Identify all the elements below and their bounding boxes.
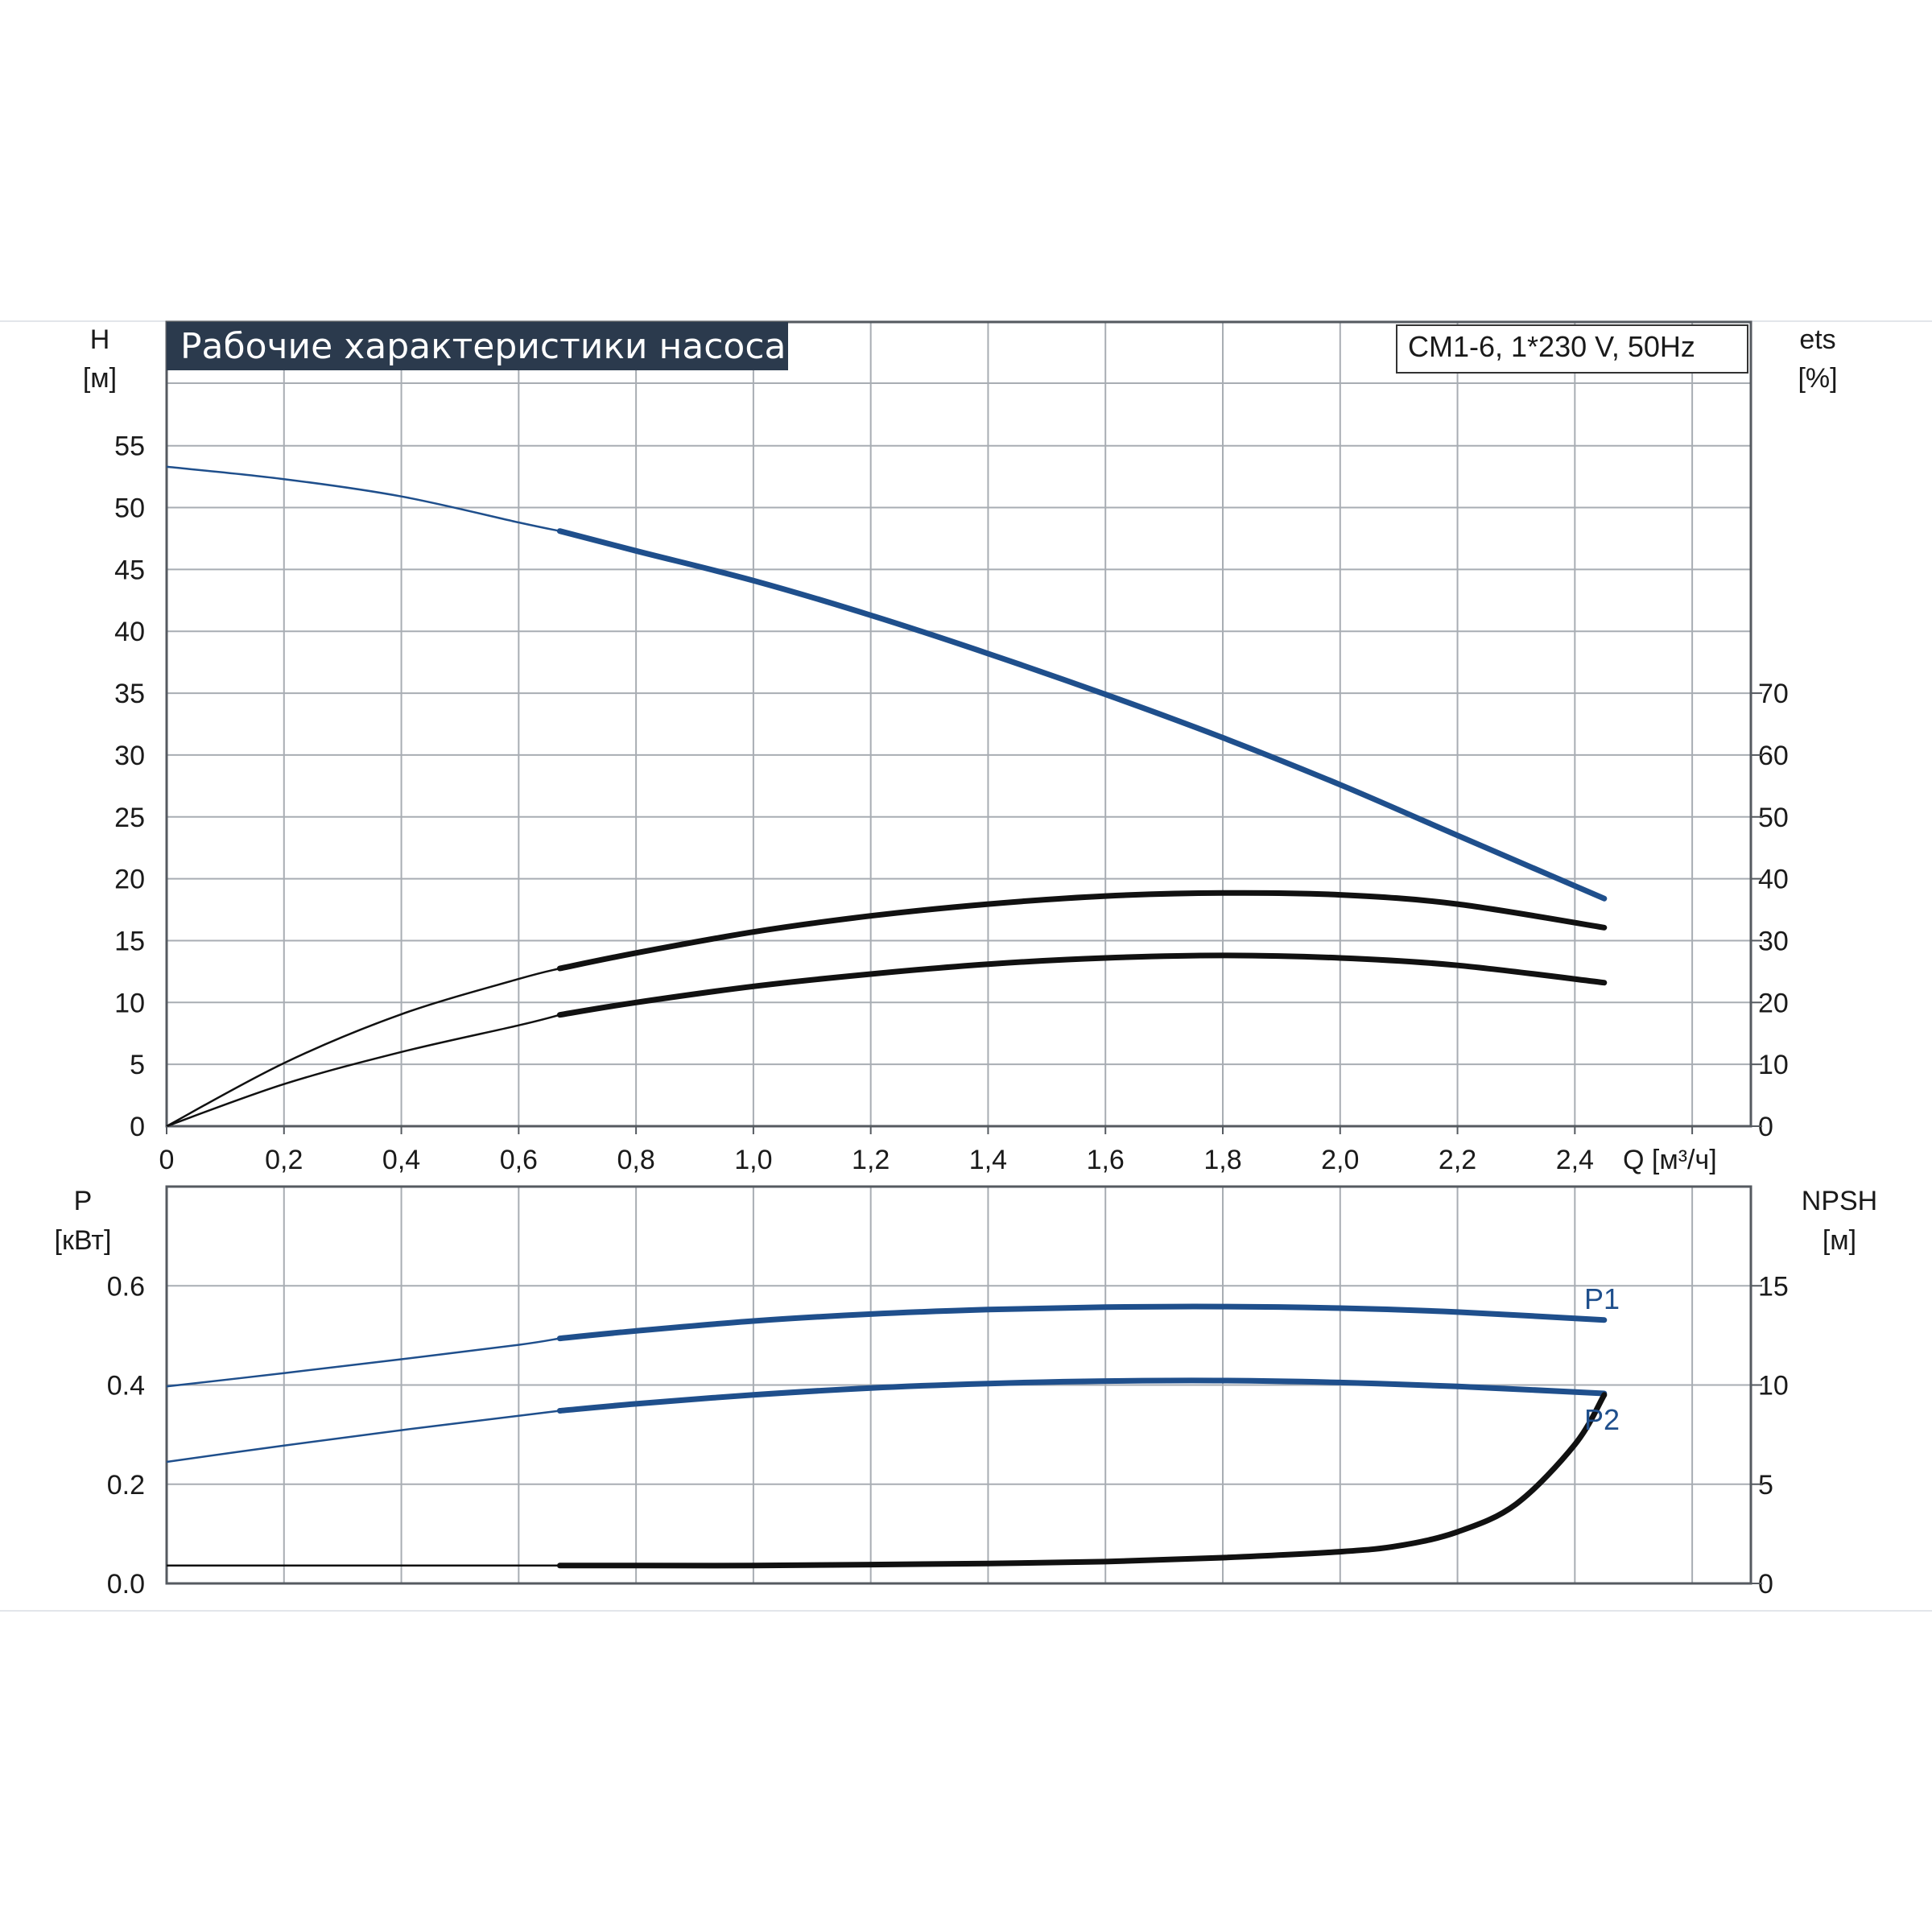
npsh-tick-label: 0 bbox=[1758, 1569, 1773, 1600]
eta-tick-label: 10 bbox=[1758, 1050, 1789, 1080]
eta-tick-label: 50 bbox=[1758, 803, 1789, 833]
head-tick-label: 20 bbox=[114, 865, 145, 895]
npsh-tick-label: 10 bbox=[1758, 1371, 1789, 1402]
head-axis-title: H bbox=[90, 324, 110, 355]
eta-tick-label: 70 bbox=[1758, 679, 1789, 709]
bottom-panel-series bbox=[166, 1303, 1608, 1569]
flow-tick-label: 1,2 bbox=[852, 1145, 890, 1175]
p2-curve-thin bbox=[166, 1410, 560, 1463]
head-tick-label: 10 bbox=[114, 988, 145, 1018]
flow-tick-label: 1,4 bbox=[969, 1145, 1007, 1175]
flow-tick-label: 2,4 bbox=[1556, 1145, 1594, 1175]
p2-curve bbox=[556, 1377, 1608, 1414]
eta-lower-curve bbox=[556, 952, 1608, 1018]
power-axis-unit: [кВт] bbox=[55, 1225, 112, 1256]
flow-tick-label: 1,0 bbox=[734, 1145, 772, 1175]
flow-tick-label: 2,2 bbox=[1439, 1145, 1476, 1175]
eta-tick-label: 0 bbox=[1758, 1112, 1773, 1142]
top-panel-grid bbox=[167, 322, 1751, 1126]
power-tick-label: 0.6 bbox=[107, 1271, 145, 1302]
flow-tick-label: 2,0 bbox=[1321, 1145, 1359, 1175]
head-tick-label: 25 bbox=[114, 803, 145, 833]
p1-series-label: P1 bbox=[1584, 1282, 1620, 1315]
eta-tick-label: 30 bbox=[1758, 926, 1789, 956]
head-tick-label: 45 bbox=[114, 555, 145, 585]
power-tick-label: 0.2 bbox=[107, 1470, 145, 1501]
npsh-tick-label: 15 bbox=[1758, 1271, 1789, 1302]
bottom-panel-grid bbox=[167, 1187, 1751, 1583]
flow-tick-label: 0,2 bbox=[265, 1145, 303, 1175]
top-panel-series bbox=[166, 465, 1608, 1128]
head-curve-thin bbox=[166, 465, 560, 532]
npsh-tick-label: 5 bbox=[1758, 1470, 1773, 1501]
eta-tick-label: 20 bbox=[1758, 988, 1789, 1018]
p2-series-label: P2 bbox=[1584, 1403, 1620, 1436]
flow-tick-label: 1,8 bbox=[1203, 1145, 1241, 1175]
head-tick-label: 50 bbox=[114, 493, 145, 524]
chart-title-box bbox=[167, 322, 788, 370]
npsh-axis-title: NPSH bbox=[1802, 1186, 1877, 1216]
eta-axis-unit: [%] bbox=[1798, 363, 1837, 394]
p1-curve-thin bbox=[166, 1337, 560, 1388]
model-label: CM1-6, 1*230 V, 50Hz bbox=[1408, 330, 1695, 363]
head-tick-label: 30 bbox=[114, 741, 145, 771]
head-tick-label: 0 bbox=[130, 1112, 145, 1142]
flow-tick-label: 0,6 bbox=[500, 1145, 538, 1175]
npsh-axis-unit: [м] bbox=[1823, 1225, 1856, 1256]
eta-tick-label: 60 bbox=[1758, 741, 1789, 771]
eta-upper-curve bbox=[556, 890, 1608, 972]
head-tick-label: 35 bbox=[114, 679, 145, 709]
head-axis-unit: [м] bbox=[83, 363, 117, 394]
head-tick-label: 15 bbox=[114, 926, 145, 956]
power-tick-label: 0.0 bbox=[107, 1569, 145, 1600]
eta-axis-title: ets bbox=[1799, 324, 1835, 355]
flow-axis-title: Q [м³/ч] bbox=[1623, 1145, 1717, 1175]
head-tick-label: 40 bbox=[114, 617, 145, 647]
head-curve bbox=[556, 528, 1608, 902]
eta-tick-label: 40 bbox=[1758, 865, 1789, 895]
flow-tick-label: 1,6 bbox=[1087, 1145, 1125, 1175]
eta-lower-curve-thin bbox=[166, 1013, 560, 1128]
top-panel-frame bbox=[165, 320, 1752, 1128]
power-tick-label: 0.4 bbox=[107, 1371, 145, 1402]
eta-upper-curve-thin bbox=[166, 967, 560, 1128]
flow-tick-label: 0,4 bbox=[382, 1145, 420, 1175]
head-tick-label: 5 bbox=[130, 1050, 145, 1080]
flow-tick-label: 0,8 bbox=[617, 1145, 654, 1175]
flow-tick-label: 0 bbox=[159, 1145, 175, 1175]
model-label-box bbox=[1396, 324, 1748, 374]
p1-curve bbox=[556, 1303, 1608, 1342]
head-tick-label: 55 bbox=[114, 431, 145, 462]
npsh-curve bbox=[556, 1392, 1608, 1569]
power-axis-title: P bbox=[74, 1186, 93, 1216]
chart-title: Рабочие характеристики насоса bbox=[180, 326, 786, 367]
